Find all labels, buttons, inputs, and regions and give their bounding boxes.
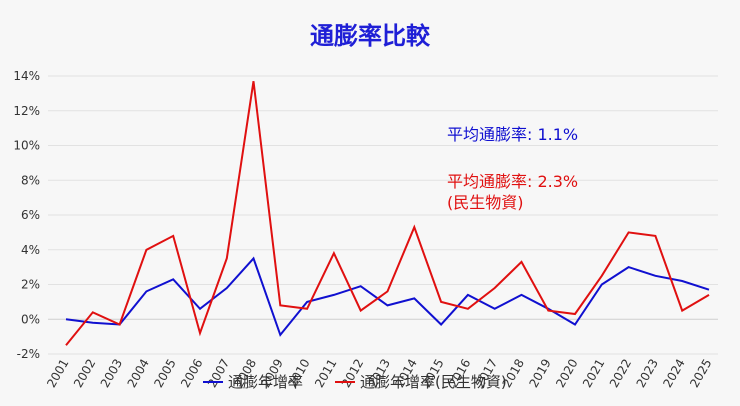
x-tick-label: 2023	[634, 357, 661, 390]
x-tick-label: 2019	[526, 357, 553, 390]
x-tick-label: 2020	[553, 357, 580, 390]
x-tick-label: 2002	[71, 357, 98, 390]
x-tick-label: 2004	[125, 357, 152, 390]
y-axis-tick-labels: -2% 0% 2% 4% 6% 8% 10% 12% 14%	[13, 69, 40, 361]
x-tick-label: 2025	[687, 357, 714, 390]
y-tick-label: 4%	[21, 243, 40, 257]
annotation-avg-essentials-note: (民生物資)	[447, 193, 524, 212]
annotation-avg-essentials: 平均通膨率: 2.3%	[447, 172, 578, 191]
y-tick-label: 14%	[13, 69, 40, 83]
y-tick-label: -2%	[17, 347, 40, 361]
series-lines	[65, 81, 710, 346]
legend-label-general: 通膨年增率	[228, 373, 303, 391]
y-tick-label: 12%	[13, 104, 40, 118]
series-line-essentials	[65, 81, 710, 346]
x-tick-label: 2003	[98, 357, 125, 390]
legend-label-essentials: 通膨年增率(民生物資)	[360, 373, 507, 391]
x-tick-label: 2021	[580, 357, 607, 390]
annotations: 平均通膨率: 1.1% 平均通膨率: 2.3% (民生物資)	[447, 125, 578, 212]
chart-title: 通膨率比較	[310, 22, 431, 50]
y-tick-label: 0%	[21, 312, 40, 326]
annotation-avg-general: 平均通膨率: 1.1%	[447, 125, 578, 144]
y-tick-label: 2%	[21, 278, 40, 292]
series-line-general	[65, 256, 710, 337]
grid-lines	[48, 75, 718, 355]
legend: 通膨年增率 通膨年增率(民生物資)	[203, 373, 507, 391]
x-tick-label: 2005	[151, 357, 178, 390]
x-tick-label: 2006	[178, 357, 205, 390]
y-tick-label: 10%	[13, 139, 40, 153]
x-tick-label: 2024	[660, 357, 687, 390]
x-tick-label: 2022	[607, 357, 634, 390]
x-tick-label: 2001	[44, 357, 71, 390]
x-tick-label: 2011	[312, 357, 339, 390]
y-tick-label: 8%	[21, 173, 40, 187]
y-tick-label: 6%	[21, 208, 40, 222]
